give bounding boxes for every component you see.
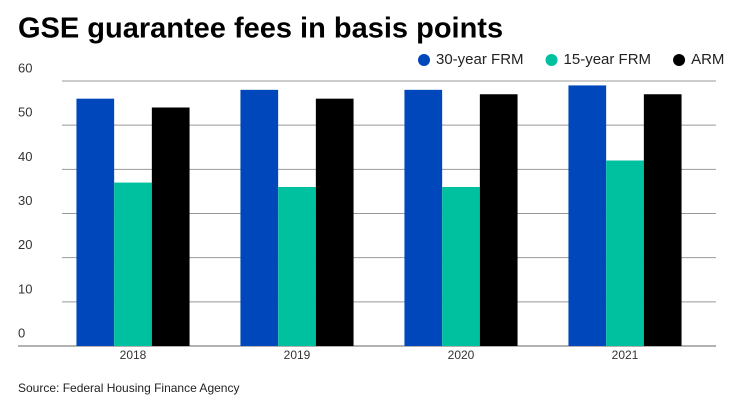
legend-label: 15-year FRM <box>564 51 652 68</box>
chart-title: GSE guarantee fees in basis points <box>18 13 503 45</box>
bar <box>76 98 115 347</box>
y-tick-label: 60 <box>18 60 32 75</box>
bar <box>404 89 443 346</box>
y-tick-label: 40 <box>18 149 32 164</box>
x-tick-label: 2019 <box>284 348 311 362</box>
bar <box>568 85 607 347</box>
x-tick-label: 2018 <box>120 348 147 362</box>
legend-marker <box>673 54 686 66</box>
bar <box>606 160 644 346</box>
legend-label: 30-year FRM <box>436 51 524 68</box>
bar <box>479 94 518 346</box>
legend-label: ARM <box>691 51 724 68</box>
y-tick-label: 50 <box>18 105 32 120</box>
x-tick-label: 2021 <box>612 348 639 362</box>
x-tick-label: 2020 <box>448 348 475 362</box>
y-tick-label: 0 <box>18 325 25 340</box>
legend-marker <box>418 54 430 66</box>
bar <box>278 187 316 346</box>
legend-marker <box>545 54 558 66</box>
bar <box>114 182 152 346</box>
legend: 30-year FRM 15-year FRM ARM <box>418 51 724 68</box>
y-tick-label: 10 <box>18 281 32 296</box>
y-tick-label: 30 <box>18 193 32 208</box>
bar <box>315 98 354 347</box>
source-note: Source: Federal Housing Finance Agency <box>18 381 239 395</box>
y-tick-label: 20 <box>18 237 32 252</box>
bar <box>240 89 279 346</box>
bar <box>151 107 190 346</box>
bar <box>643 94 682 346</box>
bar <box>442 187 480 346</box>
